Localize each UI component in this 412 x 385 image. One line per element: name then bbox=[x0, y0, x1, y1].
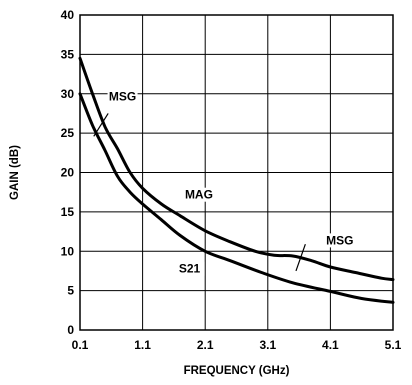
y-axis-title: GAIN (dB) bbox=[9, 145, 21, 200]
y-tick-label: 40 bbox=[61, 8, 75, 22]
x-tick-label: 4.1 bbox=[322, 338, 339, 352]
annotation-background bbox=[183, 187, 214, 202]
y-tick-labels: 0 5 10 15 20 25 30 35 40 bbox=[61, 8, 75, 337]
x-tick-label: 2.1 bbox=[197, 338, 214, 352]
gridlines bbox=[80, 15, 393, 330]
annotation-background bbox=[174, 261, 205, 276]
annotation-label: MSG bbox=[326, 233, 353, 247]
annotation-label: MAG bbox=[185, 188, 213, 202]
y-tick-label: 15 bbox=[61, 205, 75, 219]
x-tick-label: 0.1 bbox=[72, 338, 89, 352]
annotation-label: S21 bbox=[179, 262, 201, 276]
series-lines bbox=[78, 56, 395, 304]
annotation-pointer bbox=[93, 113, 109, 137]
plot-frame bbox=[79, 14, 394, 331]
y-tick-label: 25 bbox=[61, 126, 75, 140]
s21-curve bbox=[78, 92, 395, 304]
annotation-label: MSG bbox=[109, 89, 136, 103]
y-tick-label: 10 bbox=[61, 244, 75, 258]
annotations: MSG MAG S21 MSG bbox=[93, 89, 355, 276]
x-axis-title: FREQUENCY (GHz) bbox=[184, 365, 290, 377]
msg-mag-curve bbox=[78, 56, 395, 282]
x-tick-label: 1.1 bbox=[134, 338, 151, 352]
y-tick-label: 5 bbox=[67, 284, 74, 298]
annotation-background bbox=[324, 233, 355, 248]
annotation-pointer bbox=[295, 243, 306, 272]
x-tick-label: 5.1 bbox=[385, 338, 402, 352]
y-tick-label: 20 bbox=[61, 166, 75, 180]
y-tick-label: 30 bbox=[61, 87, 75, 101]
y-tick-label: 35 bbox=[61, 47, 75, 61]
x-tick-labels: 0.1 1.1 2.1 3.1 4.1 5.1 bbox=[72, 338, 402, 352]
annotation-background bbox=[107, 89, 138, 104]
x-tick-label: 3.1 bbox=[259, 338, 276, 352]
y-tick-label: 0 bbox=[67, 323, 74, 337]
